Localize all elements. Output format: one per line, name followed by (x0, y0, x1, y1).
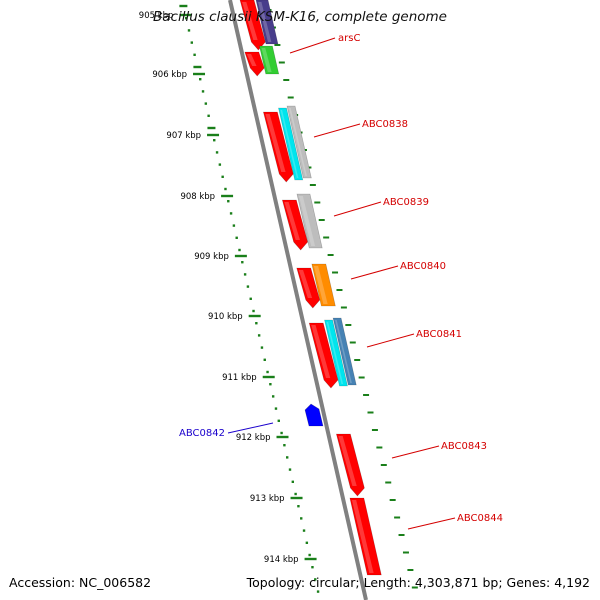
gene-block (335, 433, 365, 497)
gene-label-leader (227, 422, 274, 434)
ruler-label: 912 kbp (236, 433, 271, 443)
ruler-label: 914 kbp (264, 555, 299, 565)
ruler-label: 905 kbp (139, 11, 174, 21)
gene-label: ABC0840 (400, 261, 446, 272)
gene-block-highlight (338, 436, 357, 486)
gene-label-leader (407, 517, 456, 530)
ruler-label: 907 kbp (166, 131, 201, 141)
gene-label: arsC (338, 33, 360, 44)
genome-title: Bacillus clausii KSM-K16, complete genom… (153, 9, 447, 25)
cog-block-highlight (335, 320, 352, 383)
gene-label: ABC0844 (457, 513, 503, 524)
ruler-label: 909 kbp (194, 252, 229, 262)
gene-block-highlight (284, 202, 300, 240)
gene-block-highlight (265, 114, 286, 172)
gene-block (296, 267, 321, 309)
gene-block-highlight (298, 270, 313, 298)
gene-label-leader (289, 37, 336, 54)
cog-block (296, 193, 323, 249)
ruler-ticks (179, 4, 320, 593)
gene-block (244, 51, 265, 77)
ruler-label: 908 kbp (180, 192, 215, 202)
cog-block (286, 105, 312, 179)
gene-block (349, 497, 382, 576)
gene-block-highlight (351, 500, 374, 573)
ruler-label: 910 kbp (208, 312, 243, 322)
gene-label: ABC0841 (416, 329, 462, 340)
gene-label: ABC0842 (179, 428, 225, 439)
gene-label-leader (366, 333, 415, 348)
cog-block-highlight (289, 108, 307, 176)
gene-labels: arsC ABC0838 ABC0839 ABC0840 ABC0841 ABC0842 A… (179, 33, 503, 530)
gene-features (239, 0, 382, 576)
gene-block-highlight (242, 2, 258, 40)
gene-block (308, 322, 339, 389)
ruler-label: 913 kbp (250, 494, 285, 504)
cog-block-highlight (261, 48, 272, 72)
gene-label-leader (350, 265, 399, 280)
gene-label: ABC0839 (383, 197, 429, 208)
gene-label: ABC0843 (441, 441, 487, 452)
ruler-label: 911 kbp (222, 373, 257, 383)
cog-block (259, 45, 280, 75)
ruler-labels: 905 kbp 906 kbp 907 kbp 908 kbp 909 kbp 910 k… (139, 11, 299, 565)
cog-block-highlight (326, 322, 344, 384)
cog-block (311, 263, 336, 307)
cog-block-highlight (280, 110, 299, 178)
gene-label-leader (313, 123, 361, 138)
cog-block-highlight (258, 2, 272, 42)
ruler-label: 906 kbp (152, 70, 187, 80)
accession-text: Accession: NC_006582 (9, 575, 152, 590)
cog-block (255, 0, 279, 45)
cog-block (332, 317, 357, 386)
cog-block (278, 107, 304, 181)
cog-block (324, 319, 348, 387)
outer-ticks (265, 9, 418, 589)
gene-block-reverse (304, 403, 324, 427)
gene-label-leader (333, 201, 382, 217)
genome-backbone (228, 0, 368, 600)
gene-label-leader (391, 445, 440, 459)
gene-block-highlight (246, 54, 257, 66)
gene-label: ABC0838 (362, 119, 408, 130)
cog-block-highlight (313, 266, 328, 304)
gene-block (263, 111, 294, 183)
genome-summary-text: Topology: circular; Length: 4,303,871 bp… (246, 575, 590, 590)
cog-block-highlight (298, 196, 316, 246)
gene-block (281, 199, 308, 251)
gene-block-highlight (311, 325, 331, 378)
